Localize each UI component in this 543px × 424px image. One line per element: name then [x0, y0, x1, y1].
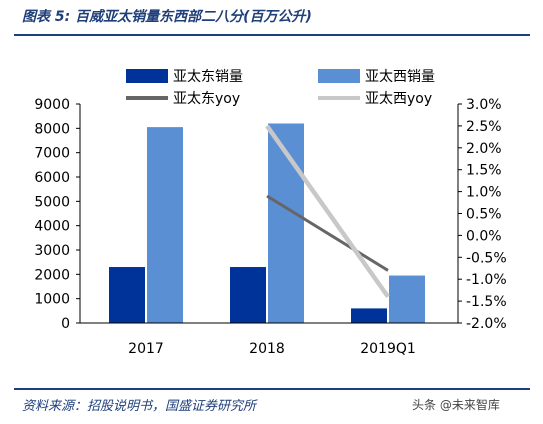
left-tick-label: 9000: [34, 97, 70, 113]
bar-west: [268, 123, 304, 323]
right-tick-label: -0.5%: [466, 250, 507, 266]
bar-east: [109, 267, 145, 323]
watermark: 头条 @未来智库: [412, 398, 500, 412]
right-tick-label: 0.5%: [466, 207, 502, 223]
right-tick-label: 3.0%: [466, 97, 502, 113]
right-tick-label: -2.0%: [466, 316, 507, 332]
left-tick-label: 7000: [34, 146, 70, 162]
bar-east: [230, 267, 266, 323]
right-tick-label: -1.5%: [466, 294, 507, 310]
left-tick-label: 1000: [34, 292, 70, 308]
right-tick-label: 0.0%: [466, 228, 502, 244]
bar-west: [389, 275, 425, 323]
left-tick-label: 4000: [34, 219, 70, 235]
left-tick-label: 8000: [34, 121, 70, 137]
left-tick-label: 5000: [34, 194, 70, 210]
lines: [265, 124, 390, 299]
line-east-yoy: [266, 194, 389, 272]
legend-label: 亚太东销量: [173, 69, 243, 85]
right-axis: 3.0% 2.5% 2.0% 1.5% 1.0% 0.5% 0.0% -0.5% -1.0% -1…: [457, 97, 507, 332]
left-tick-label: 6000: [34, 170, 70, 186]
right-tick-label: 2.0%: [466, 141, 502, 157]
right-tick-label: 2.5%: [466, 119, 502, 135]
x-axis: 2017 2018 2019Q1: [80, 322, 458, 357]
bars: [109, 123, 425, 323]
left-tick-label: 3000: [34, 243, 70, 259]
left-tick-label: 0: [61, 316, 70, 332]
legend-swatch: [126, 69, 168, 83]
line-west-yoy: [265, 124, 390, 299]
legend-swatch: [318, 69, 360, 83]
x-tick-label: 2018: [249, 341, 285, 357]
legend-label: 亚太西yoy: [365, 91, 432, 107]
x-tick-label: 2017: [128, 341, 164, 357]
bar-west: [147, 127, 183, 323]
x-tick-label: 2019Q1: [360, 341, 416, 357]
left-tick-label: 2000: [34, 267, 70, 283]
source-rule: [14, 388, 530, 390]
left-axis: 9000 8000 7000 6000 5000 4000 3000 2000 1000 0: [34, 97, 81, 332]
legend-label: 亚太西销量: [365, 69, 435, 85]
right-tick-label: 1.5%: [466, 163, 502, 179]
figure-title: 图表 5: 百威亚太销量东西部二八分(百万公升): [22, 9, 312, 25]
source-note: 资料来源：招股说明书，国盛证券研究所: [22, 399, 257, 414]
title-rule: [14, 34, 530, 36]
right-tick-label: -1.0%: [466, 272, 507, 288]
right-tick-label: 1.0%: [466, 185, 502, 201]
bar-east: [351, 308, 387, 323]
legend-label: 亚太东yoy: [173, 91, 240, 107]
